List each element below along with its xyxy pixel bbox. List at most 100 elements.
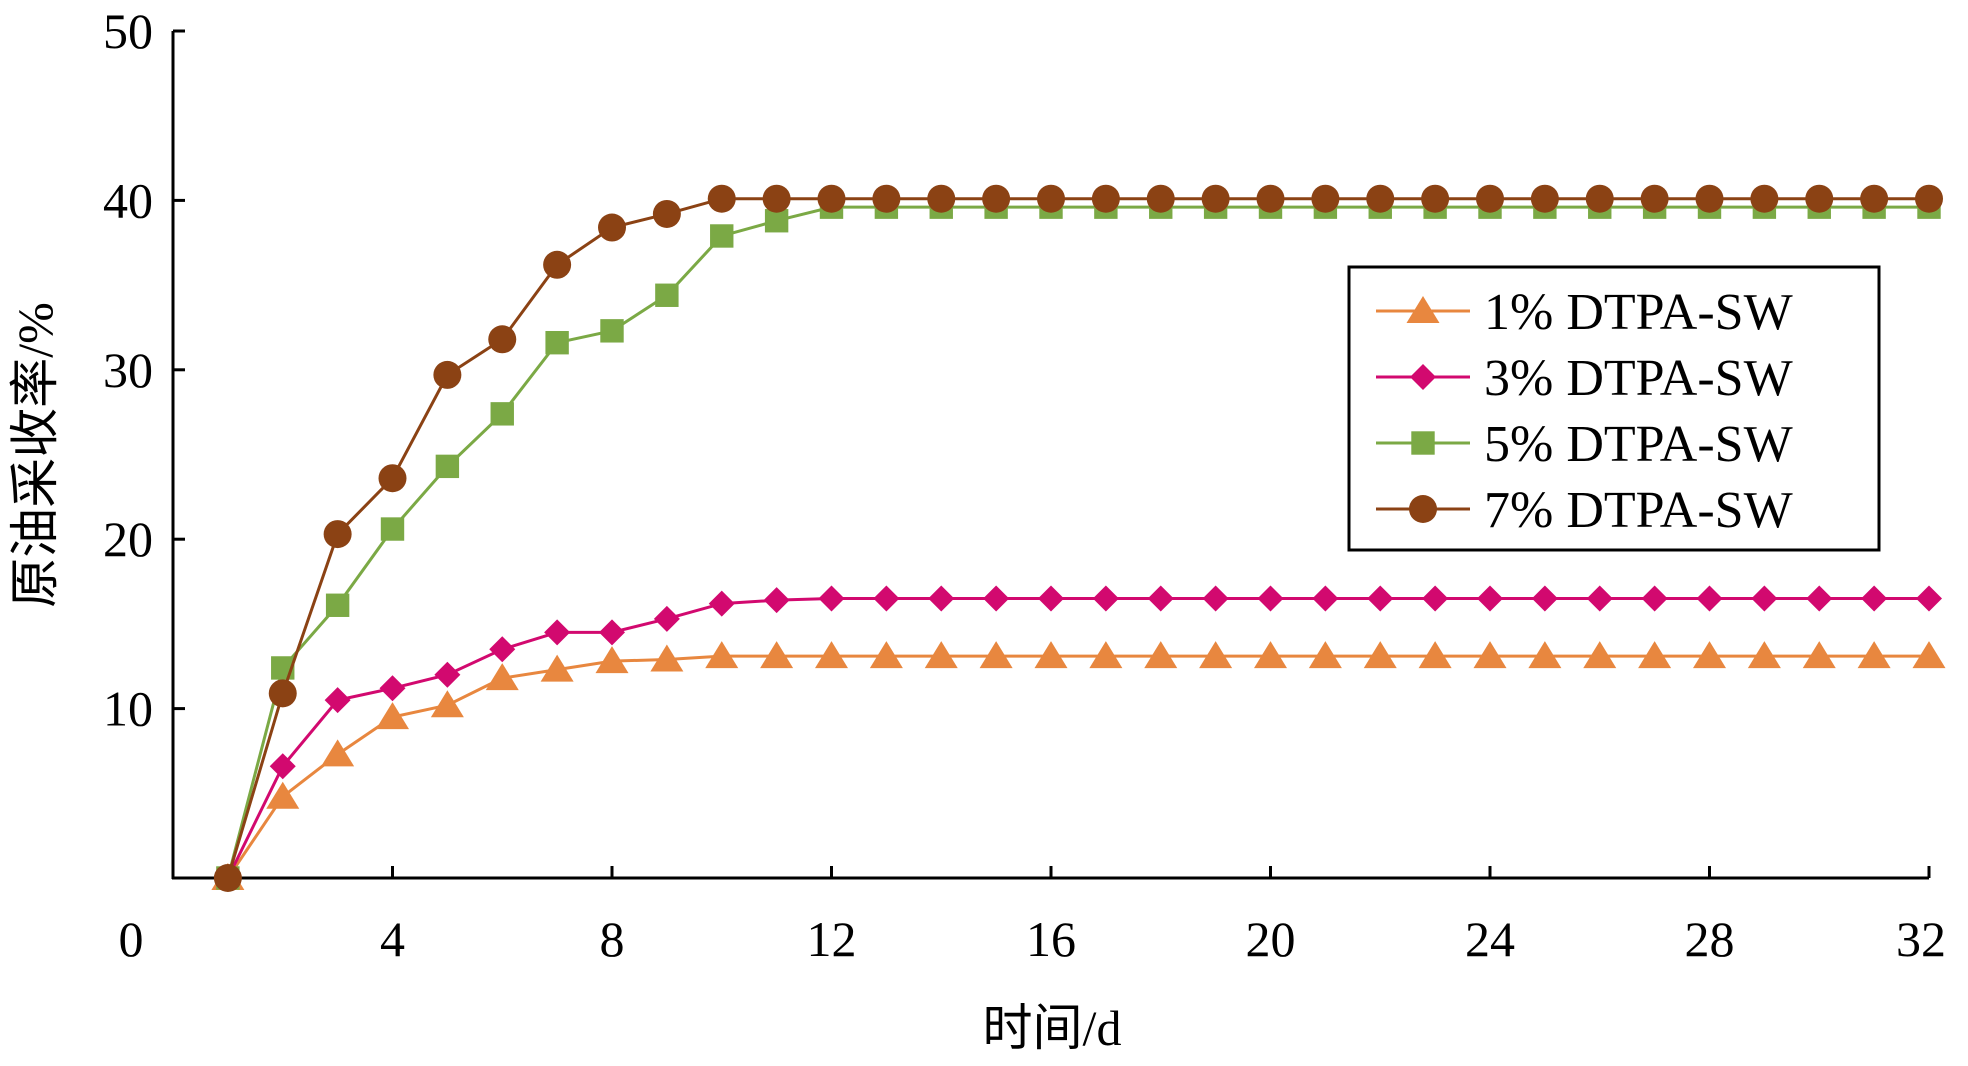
x-axis-label: 时间/d xyxy=(983,1000,1122,1056)
data-point-circle xyxy=(1476,184,1504,213)
data-point-circle xyxy=(433,360,462,389)
data-point-triangle xyxy=(1693,641,1726,669)
data-point-triangle xyxy=(1254,641,1287,669)
data-point-square xyxy=(1411,431,1435,455)
data-point-diamond xyxy=(928,585,955,612)
data-point-diamond xyxy=(1477,585,1503,612)
legend-label: 5% DTPA-SW xyxy=(1484,416,1793,473)
data-point-circle xyxy=(268,679,297,708)
series-3-dtpa-sw xyxy=(214,585,1942,891)
data-point-circle xyxy=(1037,184,1065,213)
data-point-triangle xyxy=(924,641,958,669)
data-point-circle xyxy=(1409,495,1437,523)
legend: 1% DTPA-SW 3% DTPA-SW 5% DTPA-SW 7% DTPA-SW xyxy=(1347,265,1881,552)
series-1-dtpa-sw xyxy=(211,641,1946,890)
data-point-triangle xyxy=(595,646,629,674)
data-point-diamond xyxy=(1410,364,1436,390)
data-point-diamond xyxy=(544,619,571,646)
data-point-diamond xyxy=(1257,585,1284,612)
data-point-circle xyxy=(817,184,846,213)
data-point-square xyxy=(380,517,405,541)
data-point-triangle xyxy=(430,690,464,718)
data-point-circle xyxy=(543,250,572,279)
data-point-circle xyxy=(707,184,736,213)
data-point-circle xyxy=(1585,184,1614,213)
data-point-diamond xyxy=(1751,585,1778,612)
data-point-triangle xyxy=(1144,641,1178,669)
data-point-circle xyxy=(652,199,681,228)
data-point-triangle xyxy=(1406,296,1440,323)
data-point-diamond xyxy=(1422,585,1449,612)
data-point-triangle xyxy=(1363,641,1397,669)
legend-item: 7% DTPA-SW xyxy=(1376,482,1793,539)
y-tick-label: 20 xyxy=(103,511,153,567)
data-point-triangle xyxy=(1912,641,1946,669)
data-point-square xyxy=(490,402,514,426)
data-point-diamond xyxy=(269,753,296,780)
data-point-diamond xyxy=(763,587,790,614)
data-point-square xyxy=(710,224,734,248)
legend-label: 3% DTPA-SW xyxy=(1484,350,1793,407)
data-point-diamond xyxy=(708,590,735,617)
data-point-circle xyxy=(1860,184,1889,213)
y-tick-label: 30 xyxy=(103,342,153,398)
data-point-diamond xyxy=(653,605,680,632)
data-point-diamond xyxy=(1038,585,1064,612)
legend-label: 7% DTPA-SW xyxy=(1484,482,1793,539)
x-tick-label: 12 xyxy=(807,911,857,967)
legend-label: 1% DTPA-SW xyxy=(1484,284,1793,341)
data-point-diamond xyxy=(983,585,1010,612)
data-point-diamond xyxy=(1696,585,1723,612)
data-point-diamond xyxy=(1147,585,1174,612)
data-point-circle xyxy=(213,864,242,892)
data-point-circle xyxy=(1311,184,1340,213)
x-tick-label: 8 xyxy=(600,911,625,967)
x-tick-label: 32 xyxy=(1896,911,1946,967)
data-point-diamond xyxy=(379,675,406,702)
data-point-circle xyxy=(598,213,626,242)
data-point-triangle xyxy=(1308,641,1342,669)
data-point-diamond xyxy=(434,661,461,688)
data-point-circle xyxy=(927,184,956,213)
data-point-circle xyxy=(1256,184,1285,213)
data-point-triangle xyxy=(321,739,355,767)
data-point-circle xyxy=(323,520,352,549)
data-point-circle xyxy=(378,464,407,493)
data-point-triangle xyxy=(869,641,903,669)
y-tick-label: 10 xyxy=(103,681,153,737)
data-point-circle xyxy=(1915,184,1943,213)
data-point-diamond xyxy=(873,585,900,612)
data-point-diamond xyxy=(1531,585,1558,612)
data-point-circle xyxy=(762,184,791,213)
data-point-triangle xyxy=(650,644,684,672)
y-tick-label: 40 xyxy=(103,172,153,228)
data-point-circle xyxy=(488,325,517,354)
data-point-triangle xyxy=(485,663,519,691)
x-tick-label: 4 xyxy=(380,911,405,967)
data-point-triangle xyxy=(1638,641,1672,669)
data-point-circle xyxy=(1366,184,1395,213)
data-point-diamond xyxy=(324,687,351,714)
axes: 10 20 30 40 50 0 4 8 12 16 20 24 28 32 xyxy=(103,3,1946,967)
legend-item: 3% DTPA-SW xyxy=(1376,350,1793,407)
data-point-diamond xyxy=(1586,585,1613,612)
data-point-circle xyxy=(1750,184,1779,213)
data-point-triangle xyxy=(1473,641,1507,669)
data-point-circle xyxy=(1695,184,1724,213)
data-point-triangle xyxy=(1583,641,1617,669)
x-tick-label: 0 xyxy=(119,911,144,967)
y-axis-label: 原油采收率/% xyxy=(7,302,63,608)
legend-box xyxy=(1347,265,1881,552)
data-point-diamond xyxy=(1312,585,1339,612)
data-point-circle xyxy=(1805,184,1834,213)
data-point-triangle xyxy=(1418,641,1452,669)
data-point-diamond xyxy=(489,636,516,663)
data-point-square xyxy=(325,593,350,617)
x-tick-label: 28 xyxy=(1685,911,1735,967)
data-point-triangle xyxy=(760,641,794,669)
data-point-circle xyxy=(1146,184,1175,213)
legend-item: 5% DTPA-SW xyxy=(1376,416,1793,473)
data-point-circle xyxy=(872,184,901,213)
data-point-diamond xyxy=(1641,585,1668,612)
